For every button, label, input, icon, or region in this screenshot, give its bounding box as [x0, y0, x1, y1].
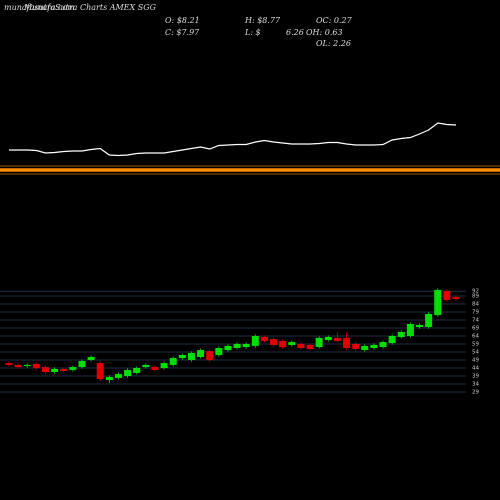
candle-body: [87, 356, 95, 360]
candle-body: [425, 313, 433, 328]
candle-body: [270, 339, 278, 345]
candle-body: [224, 345, 232, 351]
oh-label: OH: 0.63: [306, 28, 343, 37]
candle-body: [14, 364, 22, 368]
candle-body: [443, 291, 451, 300]
y-tick-label: 84: [472, 302, 479, 308]
candle-body: [197, 350, 205, 357]
candle-body: [169, 358, 177, 365]
candle-body: [388, 336, 396, 344]
y-tick-label: 89: [472, 294, 479, 300]
y-tick-label: 74: [472, 318, 479, 324]
candle-body: [60, 368, 68, 372]
candle-body: [343, 337, 351, 348]
low-value: 6.26: [286, 28, 304, 37]
open-label: O: $8.21: [165, 16, 200, 25]
y-tick-label: 54: [472, 350, 479, 356]
candle-body: [242, 344, 250, 348]
candle-body: [96, 363, 104, 380]
candle-body: [32, 364, 40, 368]
candle-body: [78, 360, 86, 368]
candle-body: [324, 336, 332, 340]
y-tick-label: 39: [472, 374, 479, 380]
candle-body: [105, 376, 113, 380]
chart-title: MunafaSutra Charts AMEX SGG: [23, 3, 157, 12]
candle-body: [41, 367, 49, 372]
low-label: L: $: [244, 28, 261, 37]
y-tick-label: 49: [472, 358, 479, 364]
y-tick-label: 69: [472, 326, 479, 332]
candle-body: [370, 344, 378, 348]
y-tick-label: 44: [472, 366, 479, 372]
candle-body: [233, 344, 241, 348]
candle-body: [260, 336, 268, 341]
candle-body: [114, 374, 122, 378]
upper-panel: [9, 122, 457, 157]
candle-body: [416, 324, 424, 328]
candle-body: [142, 364, 150, 368]
close-label: C: $7.97: [165, 28, 200, 37]
candle-body: [251, 336, 259, 346]
candle-body: [69, 367, 77, 370]
price-line: [9, 122, 457, 157]
ol-label: OL: 2.26: [316, 39, 351, 48]
y-tick-label: 29: [472, 390, 479, 396]
candle-body: [124, 369, 132, 376]
candle-body: [379, 342, 387, 348]
candle-body: [133, 368, 141, 373]
y-tick-label: 79: [472, 310, 479, 316]
candle-body: [434, 289, 442, 316]
y-tick-label: 92: [472, 289, 479, 295]
candle-body: [406, 324, 414, 336]
candle-body: [178, 355, 186, 359]
candle-body: [51, 368, 59, 372]
high-label: H: $8.77: [244, 16, 281, 25]
candle-body: [187, 352, 195, 360]
candle-body: [151, 367, 159, 370]
candle-body: [297, 344, 305, 348]
candle-body: [361, 345, 369, 351]
y-tick-label: 59: [472, 342, 479, 348]
candle-body: [160, 363, 168, 368]
candle-body: [452, 296, 460, 300]
candle-body: [288, 342, 296, 345]
candle-body: [397, 332, 405, 337]
candle-body: [206, 351, 214, 360]
y-tick-label: 64: [472, 334, 479, 340]
candle-body: [352, 344, 360, 349]
y-tick-label: 34: [472, 382, 479, 388]
candle-body: [5, 363, 13, 365]
candle-body: [315, 337, 323, 348]
candle-body: [333, 337, 341, 341]
site-name: munafasutra.com: [4, 3, 75, 12]
candle-body: [23, 364, 31, 367]
oc-label: OC: 0.27: [316, 16, 353, 25]
candle-body: [215, 348, 223, 356]
candle-body: [306, 344, 314, 349]
candle-body: [279, 340, 287, 348]
